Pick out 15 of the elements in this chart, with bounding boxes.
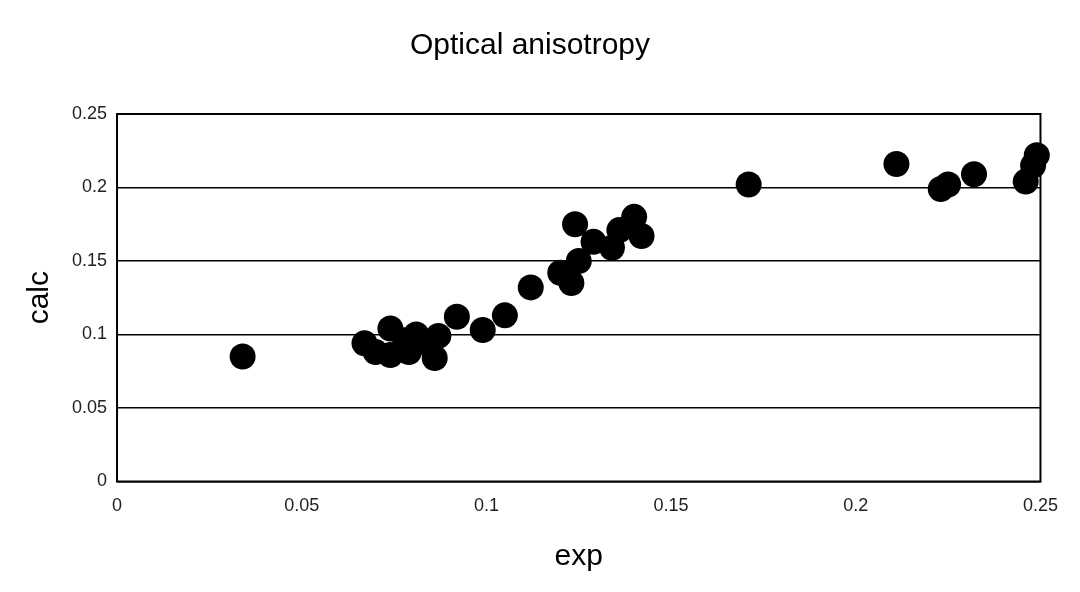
- y-tick-label: 0: [97, 470, 108, 491]
- y-tick-label: 0.15: [71, 249, 108, 270]
- chart-title: Optical anisotropy: [409, 27, 651, 61]
- y-tick-label: 0.25: [71, 102, 108, 123]
- x-tick-label: 0.05: [284, 495, 320, 516]
- x-axis-title: exp: [554, 538, 603, 572]
- y-tick-label: 0.1: [82, 323, 108, 344]
- x-tick-label: 0: [112, 495, 123, 516]
- y-tick-label: 0.05: [71, 396, 108, 417]
- x-tick-label: 0.15: [653, 495, 689, 516]
- x-tick-label: 0.2: [843, 495, 869, 516]
- y-tick-label: 0.2: [82, 176, 108, 197]
- y-axis-title: calc: [21, 271, 55, 325]
- x-tick-label: 0.1: [473, 495, 499, 516]
- x-tick-label: 0.25: [1022, 495, 1059, 516]
